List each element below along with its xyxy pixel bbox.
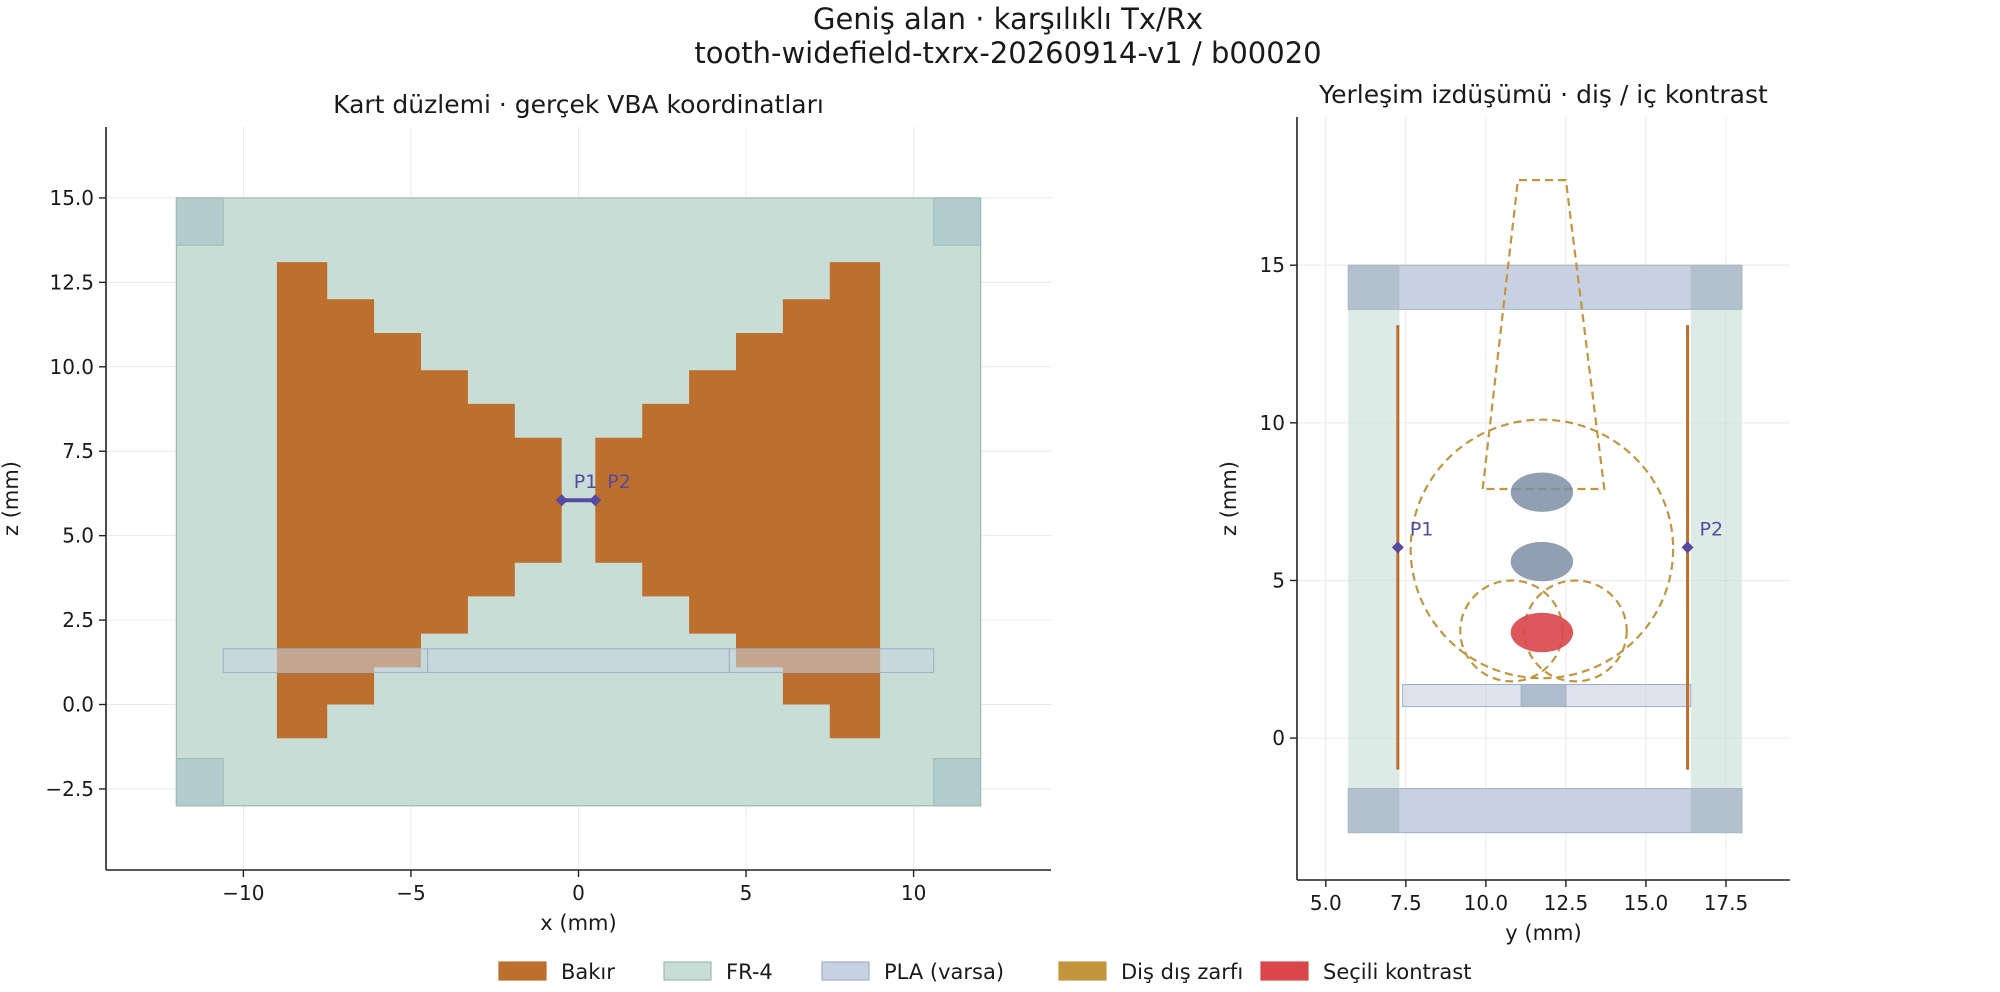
pla-corner-block <box>1348 265 1400 310</box>
legend-swatch <box>498 961 547 981</box>
left-x-tick-label: 10 <box>901 881 926 905</box>
pla-base-block <box>1520 684 1567 708</box>
left-y-tick-label: −2.5 <box>45 777 94 801</box>
contrast-sphere <box>1510 541 1574 582</box>
right-x-tick-label: 15.0 <box>1624 891 1669 915</box>
selected-contrast-sphere <box>1510 612 1574 653</box>
port-label-p1: P1 <box>1410 518 1434 540</box>
legend-swatch <box>1058 961 1107 981</box>
right-x-tick-label: 5.0 <box>1310 891 1342 915</box>
right-x-tick-label: 12.5 <box>1544 891 1589 915</box>
left-y-tick-label: 15.0 <box>49 186 94 210</box>
right-y-label: z (mm) <box>1217 461 1241 536</box>
port-marker-p1 <box>1391 541 1404 554</box>
legend-label: Bakır <box>561 960 615 984</box>
fr4-corner-block <box>175 197 224 246</box>
board-plane-panel: P1 P2 −10 −5 0 5 10 −2.5 0.0 2.5 5.0 7.5 10.0 12.5 15.… <box>0 90 1051 935</box>
copper-electrode-right <box>595 262 881 739</box>
contrast-sphere <box>1510 472 1574 512</box>
left-x-tick-label: 5 <box>740 881 753 905</box>
pla-corner-block <box>1690 788 1742 833</box>
left-y-tick-label: 10.0 <box>49 355 94 379</box>
fr4-column <box>1348 265 1400 833</box>
legend-label: PLA (varsa) <box>884 960 1004 984</box>
left-y-tick-label: 5.0 <box>62 524 94 548</box>
left-y-tick-label: 12.5 <box>49 270 94 294</box>
legend-label: FR-4 <box>726 960 773 984</box>
left-x-tick-label: 0 <box>572 881 585 905</box>
legend-label: Diş dış zarfı <box>1121 960 1243 984</box>
right-y-tick-label: 10 <box>1260 411 1285 435</box>
legend-swatch <box>1260 961 1309 981</box>
copper-electrode-left <box>276 262 562 739</box>
pla-bar <box>1347 264 1743 310</box>
port-marker-p2 <box>589 494 602 507</box>
port-marker-p1 <box>555 494 568 507</box>
right-y-tick-label: 5 <box>1272 568 1285 592</box>
fr4-column <box>1690 265 1742 833</box>
fr4-corner-block <box>175 758 224 807</box>
placement-projection-panel: P1 P2 5.0 7.5 10.0 12.5 15.0 17.5 0 5 10 15 Yerleşim… <box>1217 80 1790 945</box>
pla-strip <box>427 648 730 673</box>
tooth-pulp-outline <box>1409 418 1675 680</box>
right-x-tick-label: 10.0 <box>1464 891 1509 915</box>
left-x-label: x (mm) <box>540 911 616 935</box>
left-y-tick-label: 7.5 <box>62 439 94 463</box>
legend: Bakır FR-4 PLA (varsa) Diş dış zarfı Seçili … <box>498 960 1471 984</box>
right-y-tick-label: 15 <box>1260 253 1285 277</box>
right-x-tick-label: 17.5 <box>1704 891 1749 915</box>
pla-corner-block <box>1348 788 1400 833</box>
legend-swatch <box>821 961 870 981</box>
left-x-tick-label: −10 <box>222 881 264 905</box>
port-marker-p2 <box>1681 541 1694 554</box>
right-title: Yerleşim izdüşümü · diş / iç kontrast <box>1318 80 1768 109</box>
port-label-p2: P2 <box>607 471 631 493</box>
left-x-tick-label: −5 <box>396 881 425 905</box>
left-y-tick-label: 2.5 <box>62 608 94 632</box>
legend-label: Seçili kontrast <box>1323 960 1471 984</box>
left-y-tick-label: 0.0 <box>62 693 94 717</box>
figure-title-line1: Geniş alan · karşılıklı Tx/Rx <box>813 2 1203 36</box>
figure-title-line2: tooth-widefield-txrx-20260914-v1 / b0002… <box>694 36 1321 70</box>
pla-strip <box>222 648 429 673</box>
right-y-tick-label: 0 <box>1272 726 1285 750</box>
pla-corner-block <box>1690 265 1742 310</box>
pla-strip <box>728 648 935 673</box>
pla-bar <box>1347 788 1743 834</box>
right-x-label: y (mm) <box>1505 921 1581 945</box>
legend-swatch <box>663 961 712 981</box>
port-label-p1: P1 <box>574 471 598 493</box>
fr4-corner-block <box>933 758 982 807</box>
port-label-p2: P2 <box>1700 518 1724 540</box>
right-x-tick-label: 7.5 <box>1390 891 1422 915</box>
tooth-crown-outline <box>1481 179 1606 491</box>
left-title: Kart düzlemi · gerçek VBA koordinatları <box>333 90 824 119</box>
left-y-label: z (mm) <box>0 461 23 536</box>
fr4-corner-block <box>933 197 982 246</box>
